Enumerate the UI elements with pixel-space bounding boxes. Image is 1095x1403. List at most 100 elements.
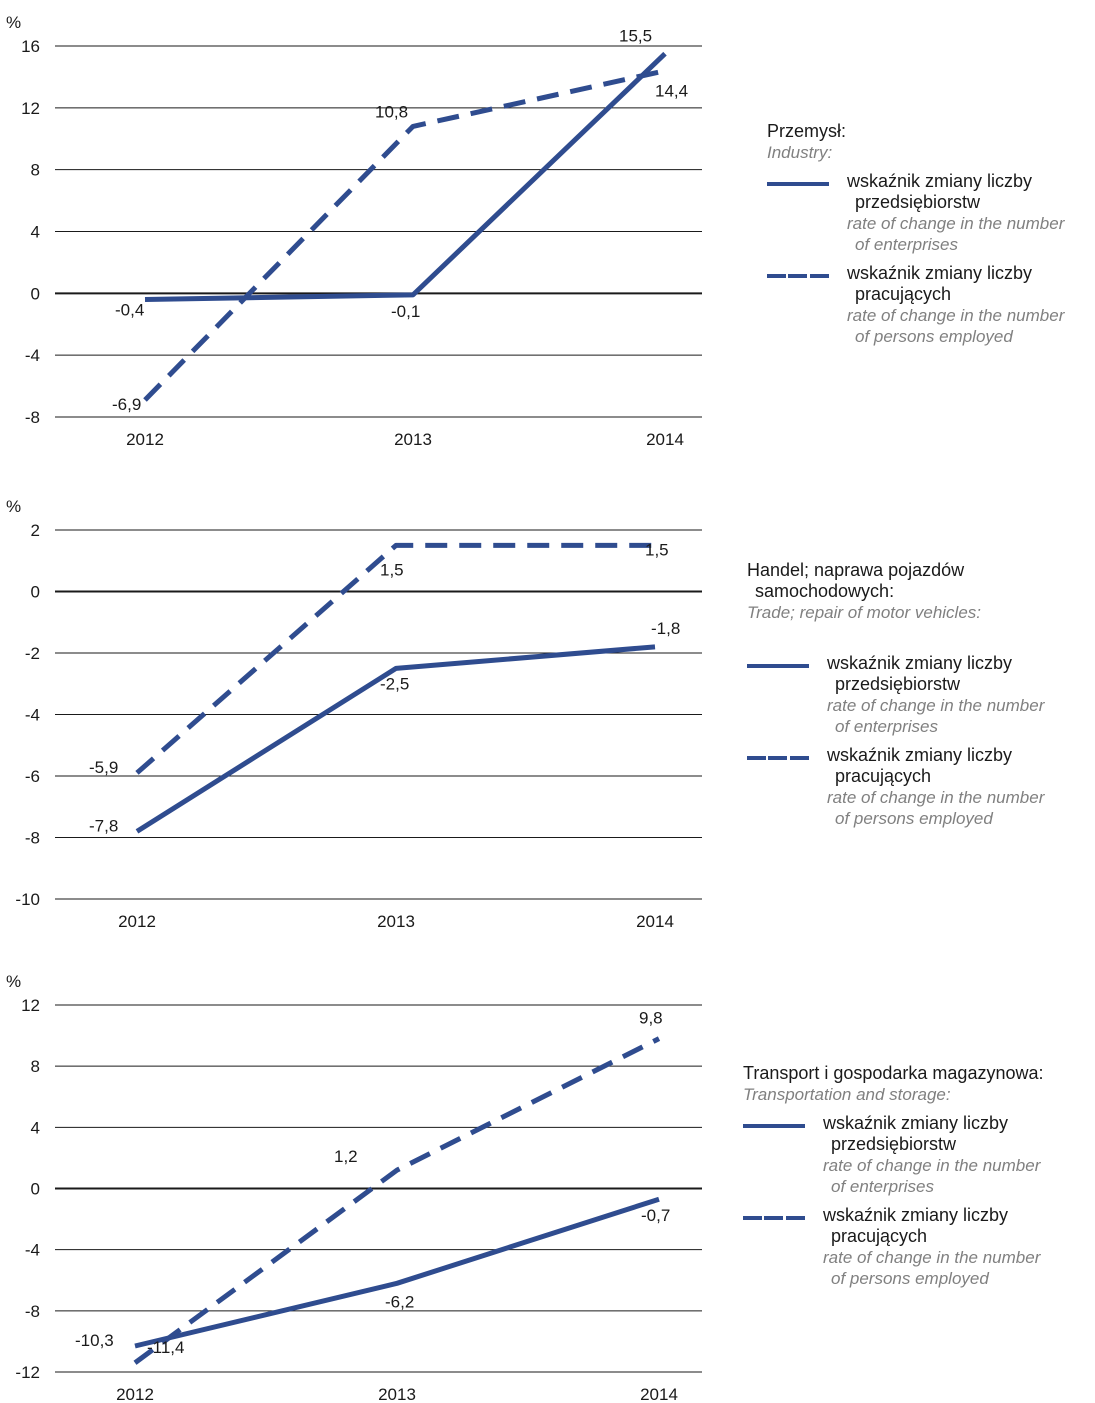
y-tick-label: -4 — [25, 706, 40, 725]
legend-trade: Handel; naprawa pojazdów samochodowych: … — [747, 560, 1095, 829]
y-tick-label: -2 — [25, 644, 40, 663]
y-tick-label: -4 — [25, 1241, 40, 1260]
y-tick-label: 4 — [31, 1118, 40, 1137]
series-line-enterprises — [134, 1196, 660, 1349]
legend-title: Handel; naprawa pojazdów — [747, 560, 965, 580]
legend-item-enterprises: wskaźnik zmiany liczby przedsiębiorstw ra… — [743, 1113, 1095, 1197]
legend-title-en: Industry: — [767, 143, 833, 162]
y-tick-label: 0 — [31, 583, 40, 602]
series-line-enterprises — [135, 644, 656, 834]
legend-label-pl-cont: pracujących — [831, 1226, 928, 1246]
legend-title: Przemysł: — [767, 121, 847, 141]
data-label: -6,9 — [112, 395, 141, 414]
data-label: -2,5 — [380, 674, 409, 693]
y-tick-label: 8 — [31, 1057, 40, 1076]
legend-item-employed: wskaźnik zmiany liczby pracujących rate o… — [767, 263, 1095, 347]
legend-label-en-cont: of enterprises — [835, 717, 938, 736]
data-label: 15,5 — [619, 27, 652, 46]
legend-label-pl: wskaźnik zmiany liczby — [847, 171, 1033, 191]
legend-label-pl: wskaźnik zmiany liczby — [847, 263, 1033, 283]
y-tick-label: -4 — [25, 346, 40, 365]
dashed-line-swatch — [747, 756, 809, 760]
x-tick-label: 2013 — [378, 1385, 416, 1403]
x-tick-label: 2013 — [377, 912, 415, 931]
data-label: 14,4 — [655, 82, 688, 101]
legend-title-en: Transportation and storage: — [743, 1085, 951, 1104]
data-label: -11,4 — [147, 1338, 185, 1357]
data-label: -0,1 — [391, 302, 420, 321]
series-line-employed — [135, 542, 655, 775]
y-tick-label: -10 — [15, 890, 40, 909]
legend-industry: Przemysł: Industry: wskaźnik zmiany licz… — [767, 121, 1095, 347]
y-tick-label: 12 — [21, 996, 40, 1015]
data-label: 1,5 — [380, 560, 404, 579]
data-label: -10,3 — [75, 1331, 114, 1350]
legend-transport: Transport i gospodarka magazynowa: Trans… — [743, 1063, 1095, 1289]
chart-industry-plot: %16 12 8 4 0 -4 -8 2012 2013 2014 -0,4 -0,1 15,5 -6,9… — [6, 13, 702, 449]
series-line-employed — [143, 68, 666, 402]
legend-label-en: rate of change in the number — [827, 788, 1045, 807]
legend-label-en: rate of change in the number — [827, 696, 1045, 715]
legend-label-en-cont: of enterprises — [855, 235, 958, 254]
legend-item-employed: wskaźnik zmiany liczby pracujących rate o… — [743, 1205, 1095, 1289]
legend-label-pl: wskaźnik zmiany liczby — [827, 745, 1013, 765]
legend-label-en-cont: of enterprises — [831, 1177, 934, 1196]
data-label: -7,8 — [89, 816, 118, 835]
legend-label-pl-cont: pracujących — [855, 284, 952, 304]
legend-title-cont: samochodowych: — [755, 581, 895, 601]
data-label: 10,8 — [375, 102, 408, 121]
legend-title: Transport i gospodarka magazynowa: — [743, 1063, 1044, 1083]
data-label: -0,7 — [641, 1206, 670, 1225]
data-label: 1,5 — [645, 540, 669, 559]
data-label: -6,2 — [385, 1292, 414, 1311]
x-tick-label: 2012 — [126, 430, 164, 449]
legend-label-en-cont: of persons employed — [831, 1269, 989, 1288]
y-tick-label: -6 — [25, 767, 40, 786]
legend-label-pl: wskaźnik zmiany liczby — [823, 1113, 1009, 1133]
y-tick-label: -12 — [15, 1363, 40, 1382]
legend-label-en: rate of change in the number — [823, 1156, 1041, 1175]
solid-line-swatch — [747, 664, 809, 668]
data-label: -1,8 — [651, 619, 680, 638]
y-tick-label: 0 — [31, 284, 40, 303]
y-tick-label: -8 — [25, 829, 40, 848]
data-label: -5,9 — [89, 758, 118, 777]
solid-line-swatch — [743, 1124, 805, 1128]
series-line-enterprises — [144, 51, 667, 303]
dashed-line-swatch — [767, 274, 829, 278]
y-tick-label: 12 — [21, 99, 40, 118]
legend-label-pl: wskaźnik zmiany liczby — [823, 1205, 1009, 1225]
chart-trade-plot: % 2 0 -2 -4 -6 -8 -10 2012 2013 2014 -7,8 -2,5 -1,8 -5… — [6, 497, 702, 931]
legend-label-en: rate of change in the number — [847, 306, 1065, 325]
y-tick-label: 8 — [31, 161, 40, 180]
y-unit-label: % — [6, 972, 21, 991]
legend-label-en: rate of change in the number — [823, 1248, 1041, 1267]
y-tick-label: 4 — [31, 223, 40, 242]
legend-label-pl-cont: przedsiębiorstw — [855, 192, 981, 212]
x-tick-label: 2014 — [640, 1385, 678, 1403]
y-tick-label: 2 — [31, 521, 40, 540]
data-label: -0,4 — [115, 301, 144, 320]
data-label: 1,2 — [334, 1147, 358, 1166]
legend-label-pl-cont: pracujących — [835, 766, 932, 786]
legend-item-employed: wskaźnik zmiany liczby pracujących rate o… — [747, 745, 1095, 829]
series-line-employed — [133, 1036, 661, 1365]
data-label: 9,8 — [639, 1009, 663, 1028]
x-tick-label: 2012 — [116, 1385, 154, 1403]
x-tick-label: 2014 — [646, 430, 684, 449]
legend-label-en: rate of change in the number — [847, 214, 1065, 233]
x-tick-label: 2014 — [636, 912, 674, 931]
y-tick-label: 16 — [21, 37, 40, 56]
legend-label-pl-cont: przedsiębiorstw — [835, 674, 961, 694]
x-tick-label: 2012 — [118, 912, 156, 931]
legend-label-pl: wskaźnik zmiany liczby — [827, 653, 1013, 673]
legend-item-enterprises: wskaźnik zmiany liczby przedsiębiorstw ra… — [767, 171, 1095, 255]
dashed-line-swatch — [743, 1216, 805, 1220]
solid-line-swatch — [767, 182, 829, 186]
legend-label-en-cont: of persons employed — [835, 809, 993, 828]
y-tick-label: -8 — [25, 1302, 40, 1321]
legend-label-pl-cont: przedsiębiorstw — [831, 1134, 957, 1154]
legend-label-en-cont: of persons employed — [855, 327, 1013, 346]
y-tick-label: 0 — [31, 1180, 40, 1199]
